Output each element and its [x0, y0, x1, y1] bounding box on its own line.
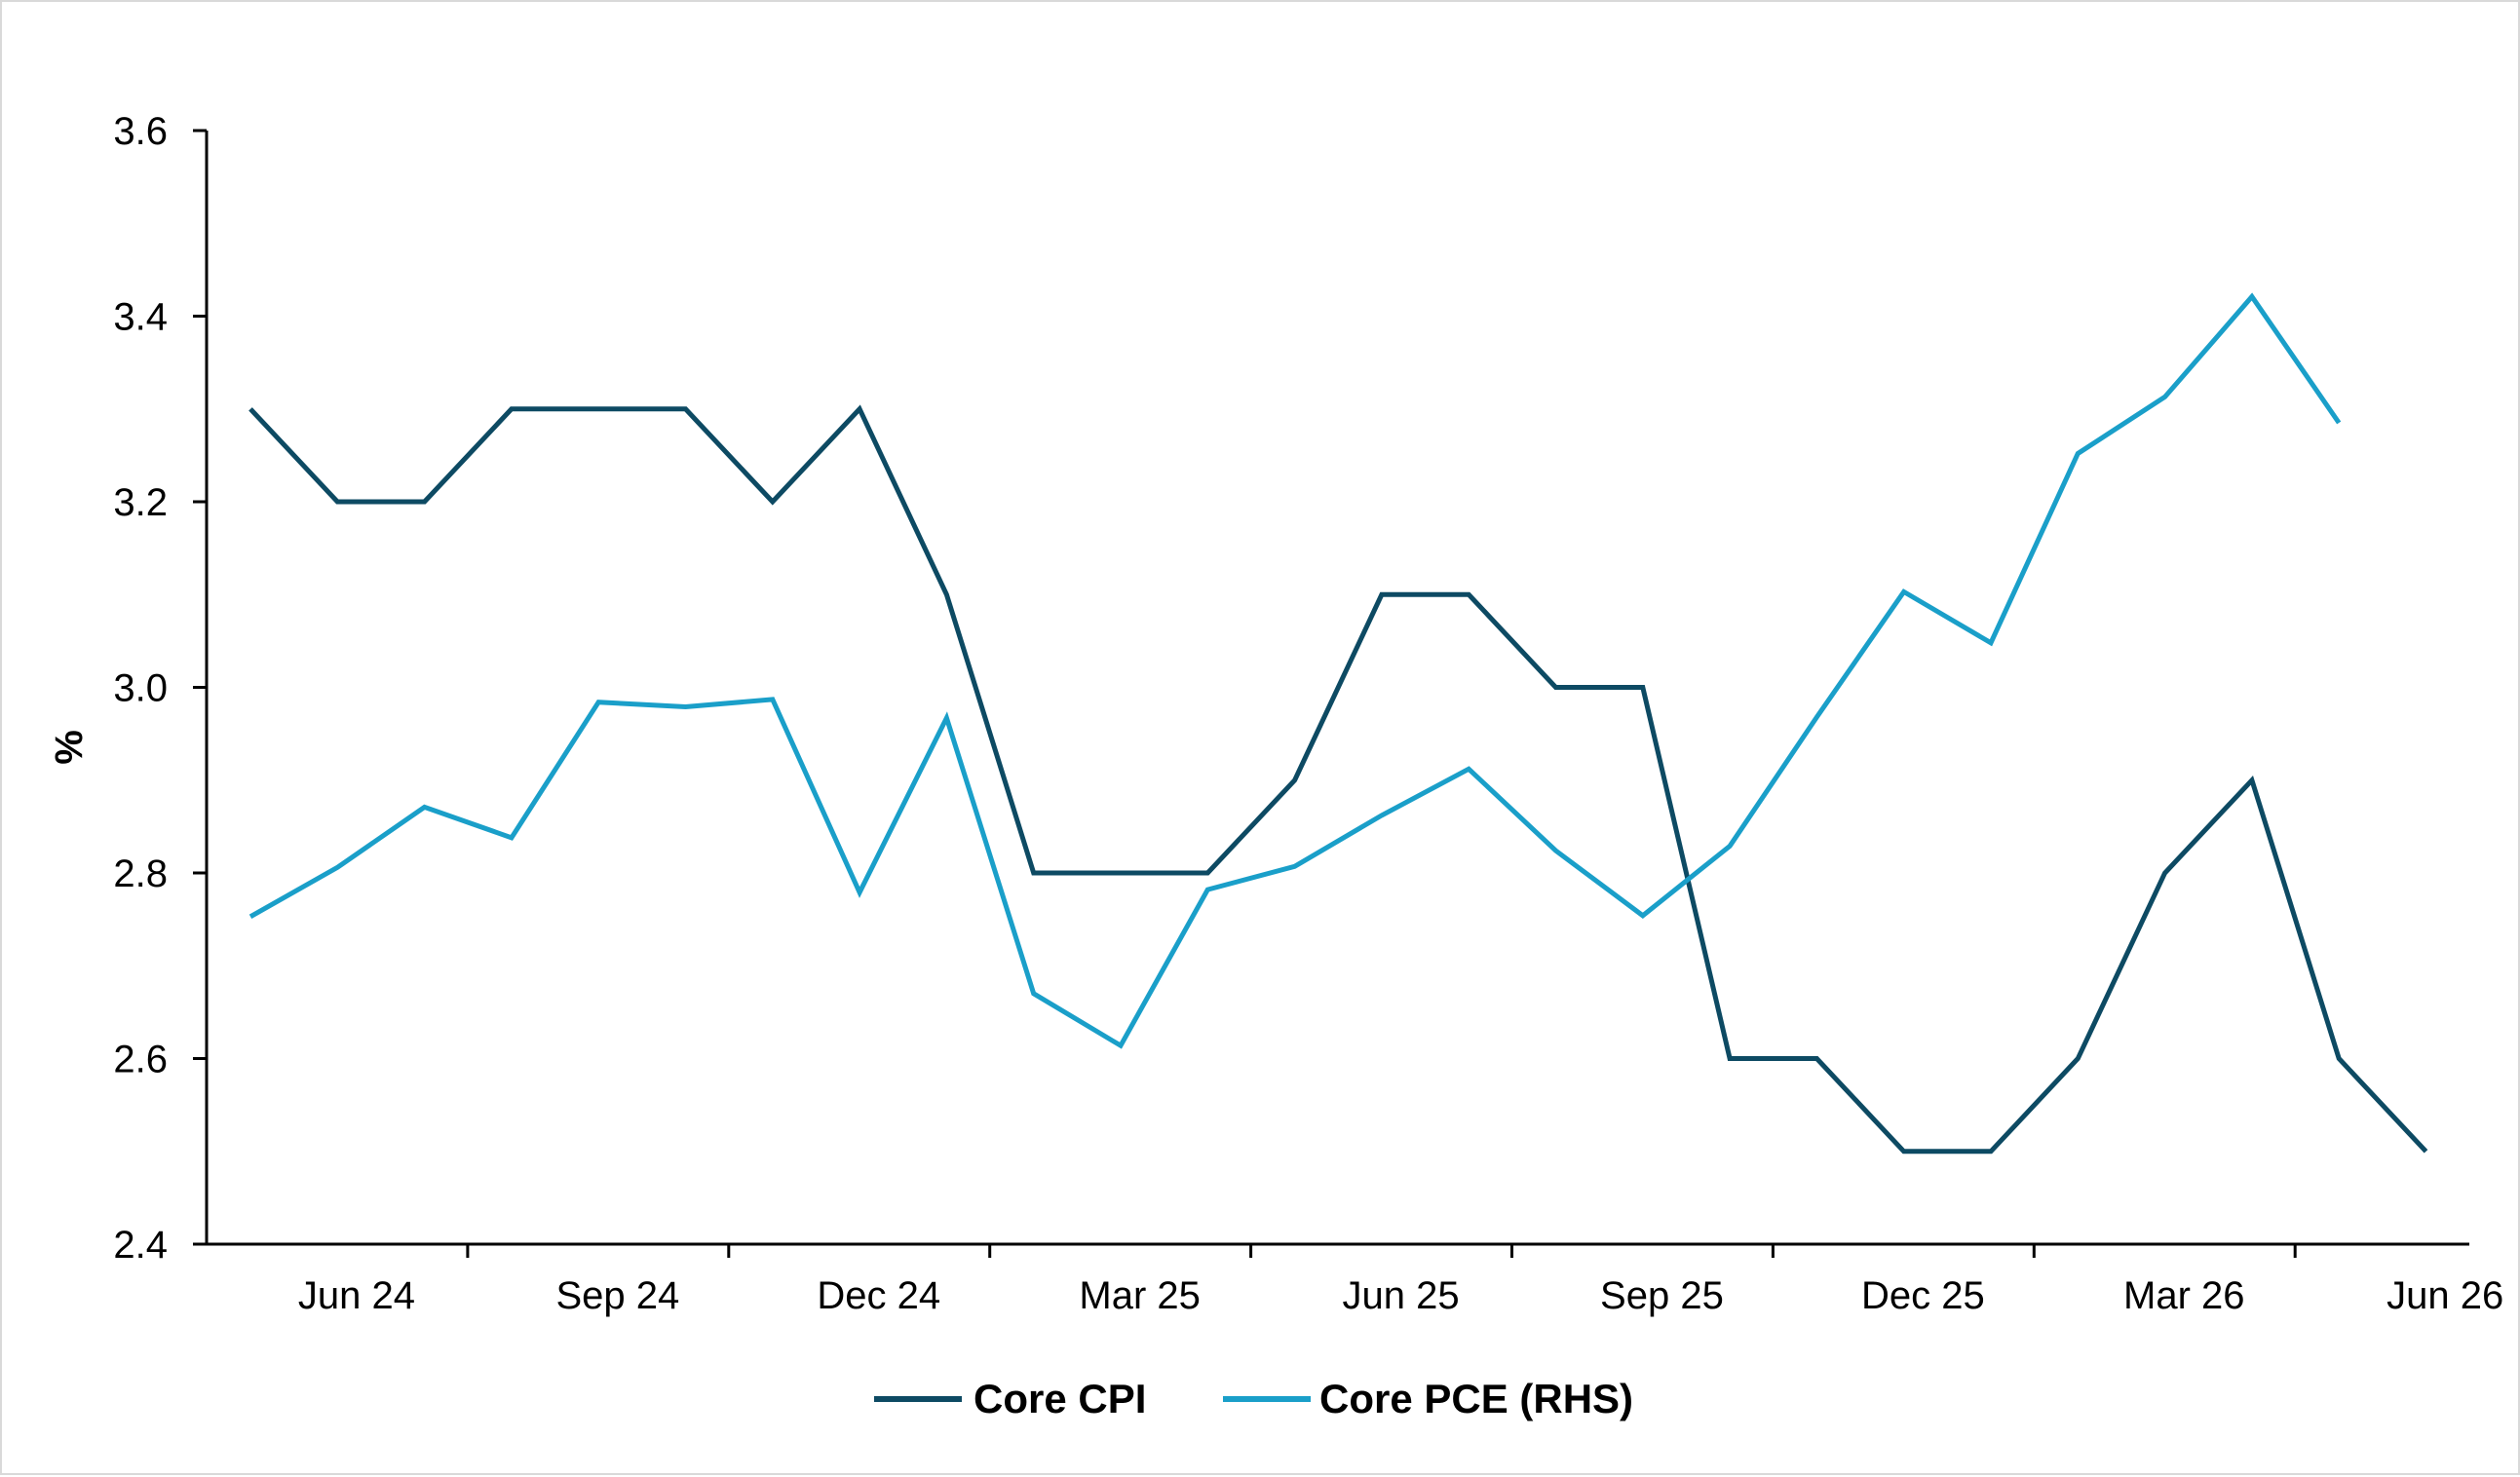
x-tick-label: Sep 25	[1600, 1274, 1724, 1317]
x-tick-label: Sep 24	[555, 1274, 679, 1317]
legend-label: Core CPI	[974, 1376, 1146, 1421]
x-tick-label: Dec 25	[1861, 1274, 1985, 1317]
y-tick-label: 2.6	[113, 1039, 168, 1081]
y-tick-label: 3.2	[113, 481, 168, 524]
y-tick-label: 3.4	[113, 296, 168, 339]
y-tick-label: 3.0	[113, 667, 168, 710]
x-tick-label: Jun 24	[298, 1274, 415, 1317]
y-axis-title: %	[48, 730, 91, 765]
x-tick-label: Dec 24	[817, 1274, 940, 1317]
x-tick-label: Jun 25	[1342, 1274, 1459, 1317]
series-layer	[250, 296, 2426, 1151]
axes: 2.4 2.6 2.8 3.0 3.2 3.4 3.6 Jun 24 Sep 24 Dec 24 M…	[113, 110, 2520, 1317]
x-tick-label: Mar 25	[1079, 1274, 1201, 1317]
legend: Core CPI Core PCE (RHS)	[874, 1376, 1633, 1421]
legend-label: Core PCE (RHS)	[1319, 1376, 1633, 1421]
series-line-core-cpi	[250, 409, 2426, 1152]
x-tick-label: Jun 26	[2386, 1274, 2503, 1317]
y-tick-label: 2.8	[113, 852, 168, 895]
x-tick-label: Mar 26	[2123, 1274, 2245, 1317]
y-tick-label: 3.6	[113, 110, 168, 153]
y-tick-label: 2.4	[113, 1224, 168, 1267]
